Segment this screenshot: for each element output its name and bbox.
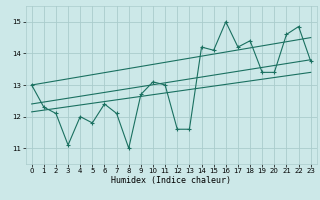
X-axis label: Humidex (Indice chaleur): Humidex (Indice chaleur): [111, 176, 231, 185]
